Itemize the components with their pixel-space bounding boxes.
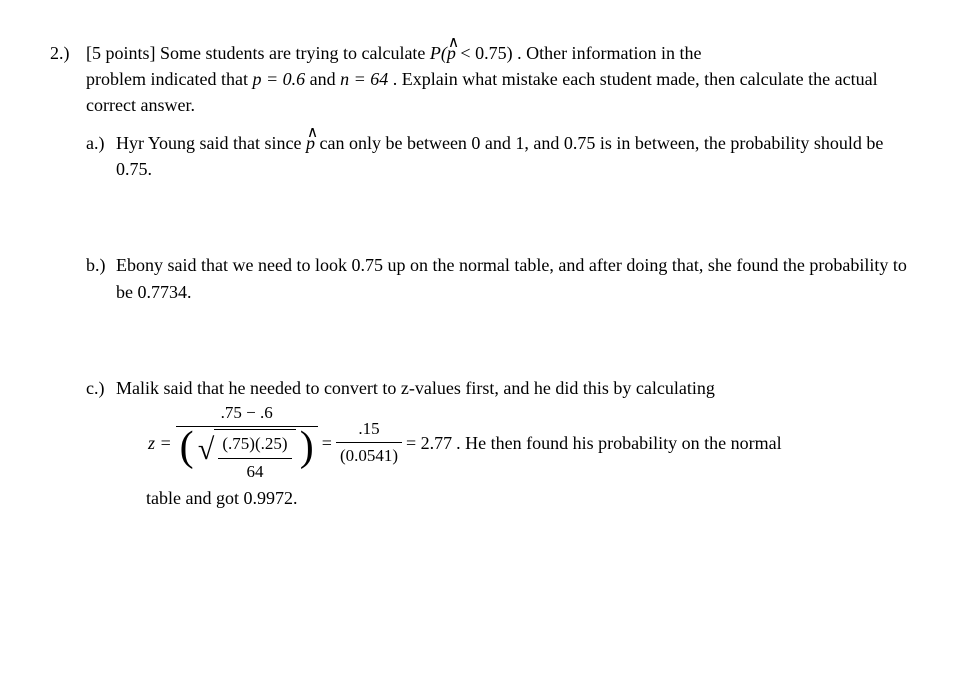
subpart-c: c.) Malik said that he needed to convert… bbox=[86, 375, 910, 511]
equals-2: = 2.77 bbox=[406, 430, 452, 456]
c-after-eq: table and got 0.9972. bbox=[146, 485, 910, 511]
intro-text-c: problem indicated that bbox=[86, 69, 252, 89]
frac1-numer: .75 − .6 bbox=[176, 401, 318, 428]
c-tail: . He then found his probability on the n… bbox=[456, 430, 781, 456]
subpart-c-label: c.) bbox=[86, 375, 116, 511]
a-text-before: Hyr Young said that since bbox=[116, 133, 306, 153]
problem-number: 2.) bbox=[50, 40, 86, 511]
z-equals: z = bbox=[148, 430, 172, 456]
prob-expr-ineq: < 0.75) bbox=[456, 43, 513, 63]
subpart-a: a.) Hyr Young said that since ∧p can onl… bbox=[86, 130, 910, 182]
problem-body: [5 points] Some students are trying to c… bbox=[86, 40, 910, 511]
b-text: Ebony said that we need to look 0.75 up … bbox=[116, 255, 907, 301]
problem-2: 2.) [5 points] Some students are trying … bbox=[50, 40, 910, 511]
equals-1: = bbox=[322, 430, 332, 456]
sqrt-expr: √ (.75)(.25) 64 bbox=[198, 429, 296, 484]
p-hat-symbol-a: ∧p bbox=[306, 130, 315, 156]
frac2-denom: (0.0541) bbox=[336, 443, 402, 469]
subpart-c-body: Malik said that he needed to convert to … bbox=[116, 375, 910, 511]
and-text: and bbox=[310, 69, 341, 89]
subpart-b: b.) Ebony said that we need to look 0.75… bbox=[86, 252, 910, 304]
sqrt-denom: 64 bbox=[218, 459, 291, 485]
fraction-1: .75 − .6 ( √ (.75)(.25) 64 bbox=[176, 401, 318, 485]
fraction-2: .15 (0.0541) bbox=[336, 417, 402, 469]
n-equals: n = 64 bbox=[340, 69, 388, 89]
intro-text-b: . Other information in the bbox=[517, 43, 701, 63]
subpart-b-label: b.) bbox=[86, 252, 116, 304]
frac2-numer: .15 bbox=[336, 417, 402, 444]
points-label: [5 points] bbox=[86, 43, 156, 63]
subpart-a-body: Hyr Young said that since ∧p can only be… bbox=[116, 130, 910, 182]
c-text-a: Malik said that he needed to convert to … bbox=[116, 378, 715, 398]
frac1-denom: ( √ (.75)(.25) 64 ) bbox=[176, 427, 318, 484]
z-equation: z = .75 − .6 ( √ (.75)(.25) 64 bbox=[146, 401, 910, 485]
prob-expr-open: P( bbox=[430, 43, 447, 63]
sqrt-numer: (.75)(.25) bbox=[218, 432, 291, 459]
subpart-b-body: Ebony said that we need to look 0.75 up … bbox=[116, 252, 910, 304]
p-hat-symbol: ∧p bbox=[447, 40, 456, 66]
subpart-a-label: a.) bbox=[86, 130, 116, 182]
p-equals: p = 0.6 bbox=[252, 69, 305, 89]
intro-text-a: Some students are trying to calculate bbox=[160, 43, 430, 63]
